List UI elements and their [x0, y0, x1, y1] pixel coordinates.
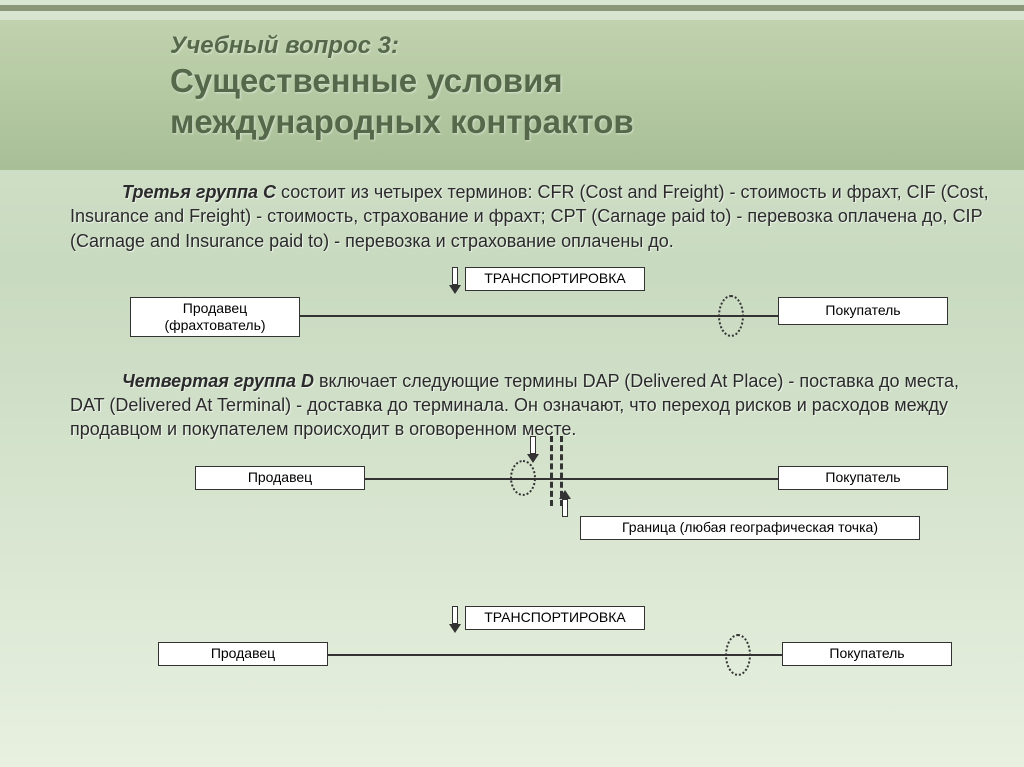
- down-arrow-icon: [450, 267, 460, 294]
- buyer-box: Покупатель: [782, 642, 952, 666]
- transition-ellipse: [510, 460, 536, 496]
- connector-line: [328, 654, 782, 656]
- seller-box: Продавец(фрахтователь): [130, 297, 300, 337]
- title-line-2: международных контрактов: [170, 103, 634, 140]
- buyer-box: Покупатель: [778, 466, 948, 490]
- down-arrow-icon: [528, 436, 538, 463]
- transition-ellipse: [725, 634, 751, 676]
- up-arrow-icon: [560, 490, 570, 517]
- top-accent-bar: [0, 5, 1024, 11]
- diagram-group-d-transport: ТРАНСПОРТИРОВКА Продавец Покупатель: [70, 606, 989, 696]
- transport-box: ТРАНСПОРТИРОВКА: [465, 267, 645, 291]
- connector-line: [300, 315, 778, 317]
- paragraph-group-c: Третья группа С состоит из четырех терми…: [70, 180, 989, 253]
- seller-box: Продавец: [158, 642, 328, 666]
- diagram-group-c: ТРАНСПОРТИРОВКА Продавец(фрахтователь) Пок…: [70, 267, 989, 349]
- pretitle: Учебный вопрос 3:: [170, 32, 1024, 60]
- down-arrow-icon: [450, 606, 460, 633]
- transition-ellipse: [718, 295, 744, 337]
- p2-lead: Четвертая группа D: [122, 371, 314, 391]
- header: Учебный вопрос 3: Существенные условия м…: [0, 20, 1024, 170]
- buyer-box: Покупатель: [778, 297, 948, 325]
- seller-box: Продавец: [195, 466, 365, 490]
- transport-box: ТРАНСПОРТИРОВКА: [465, 606, 645, 630]
- title: Существенные условия международных контр…: [170, 60, 1024, 143]
- diagram-group-d-border: Продавец Покупатель Граница (любая географ…: [70, 456, 989, 586]
- connector-line: [365, 478, 778, 480]
- title-line-1: Существенные условия: [170, 62, 563, 99]
- content-area: Третья группа С состоит из четырех терми…: [70, 180, 989, 716]
- p1-lead: Третья группа С: [122, 182, 276, 202]
- border-box: Граница (любая географическая точка): [580, 516, 920, 540]
- paragraph-group-d: Четвертая группа D включает следующие те…: [70, 369, 989, 442]
- border-dashed-line: [550, 436, 553, 506]
